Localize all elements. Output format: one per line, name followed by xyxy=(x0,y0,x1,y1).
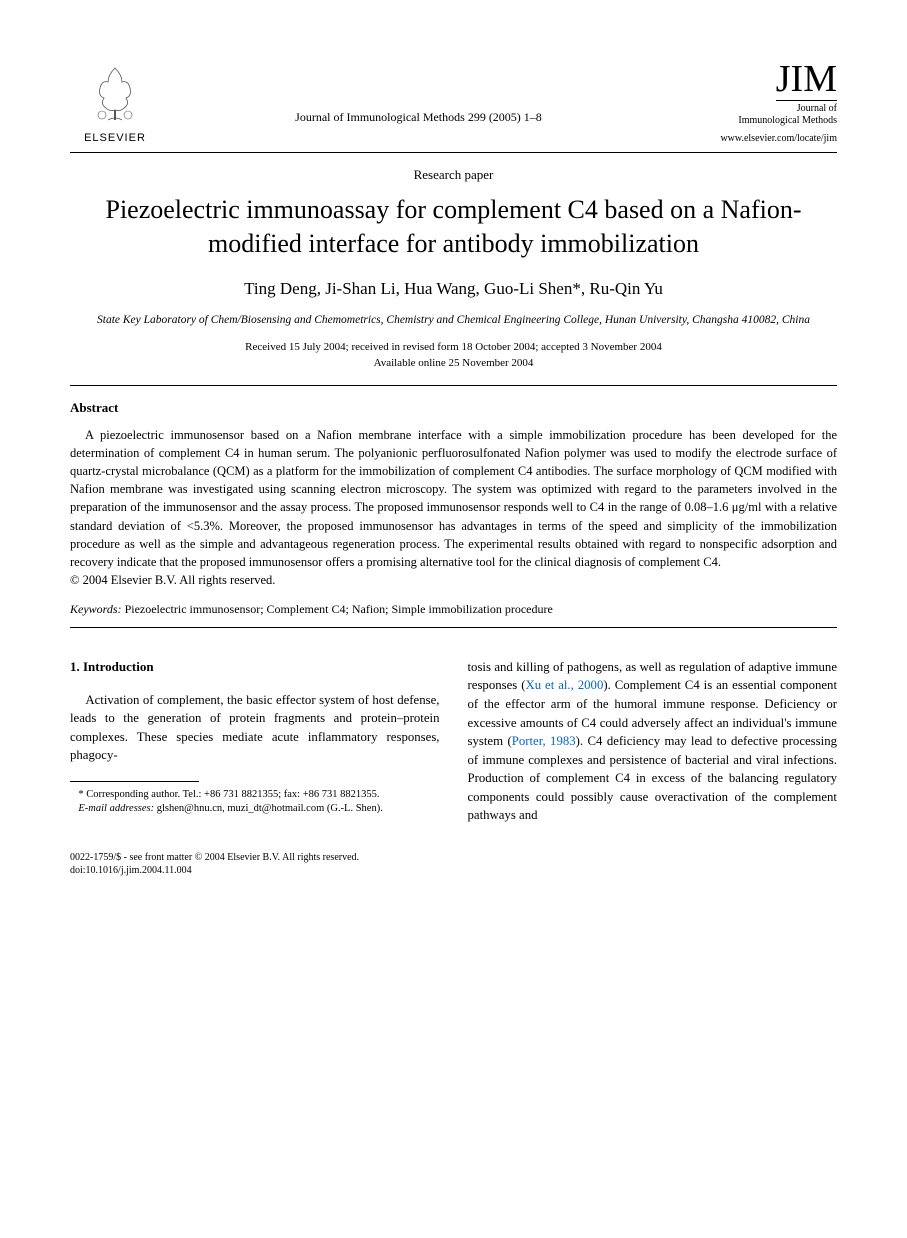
online-line: Available online 25 November 2004 xyxy=(70,356,837,371)
footnote-rule xyxy=(70,781,199,782)
front-matter-info: 0022-1759/$ - see front matter © 2004 El… xyxy=(70,851,837,878)
email-footnote: E-mail addresses: glshen@hnu.cn, muzi_dt… xyxy=(70,802,440,816)
journal-reference: Journal of Immunological Methods 299 (20… xyxy=(160,60,677,125)
journal-brand-block: JIM Journal of Immunological Methods www… xyxy=(677,60,837,144)
authors: Ting Deng, Ji-Shan Li, Hua Wang, Guo-Li … xyxy=(70,279,837,299)
header-row: ELSEVIER Journal of Immunological Method… xyxy=(70,60,837,144)
keywords-text: Piezoelectric immunosensor; Complement C… xyxy=(122,602,553,616)
abstract-body: A piezoelectric immunosensor based on a … xyxy=(70,426,837,571)
jim-subtitle-2: Immunological Methods xyxy=(677,115,837,127)
doi-line: doi:10.1016/j.jim.2004.11.004 xyxy=(70,864,837,878)
affiliation: State Key Laboratory of Chem/Biosensing … xyxy=(70,313,837,329)
corresponding-author: * Corresponding author. Tel.: +86 731 88… xyxy=(70,788,440,802)
intro-para-right: tosis and killing of pathogens, as well … xyxy=(468,658,838,825)
jim-logo: JIM xyxy=(776,60,837,101)
abstract-bottom-rule xyxy=(70,627,837,628)
intro-heading: 1. Introduction xyxy=(70,658,440,677)
keywords-line: Keywords: Piezoelectric immunosensor; Co… xyxy=(70,602,837,617)
received-line: Received 15 July 2004; received in revis… xyxy=(70,340,837,355)
dates-block: Received 15 July 2004; received in revis… xyxy=(70,340,837,371)
publisher-name: ELSEVIER xyxy=(84,132,146,144)
citation-porter[interactable]: Porter, 1983 xyxy=(512,734,576,748)
email-text: glshen@hnu.cn, muzi_dt@hotmail.com (G.-L… xyxy=(154,803,383,814)
abstract-top-rule xyxy=(70,385,837,386)
right-column: tosis and killing of pathogens, as well … xyxy=(468,658,838,825)
jim-subtitle-1: Journal of xyxy=(677,103,837,115)
issn-line: 0022-1759/$ - see front matter © 2004 El… xyxy=(70,851,837,865)
paper-title: Piezoelectric immunoassay for complement… xyxy=(70,193,837,261)
keywords-label: Keywords: xyxy=(70,602,122,616)
email-label: E-mail addresses: xyxy=(78,803,154,814)
paper-type: Research paper xyxy=(70,167,837,183)
left-column: 1. Introduction Activation of complement… xyxy=(70,658,440,825)
top-rule xyxy=(70,152,837,153)
elsevier-logo: ELSEVIER xyxy=(70,60,160,144)
citation-xu[interactable]: Xu et al., 2000 xyxy=(525,678,603,692)
intro-para-left: Activation of complement, the basic effe… xyxy=(70,691,440,765)
body-columns: 1. Introduction Activation of complement… xyxy=(70,658,837,825)
abstract-copyright: © 2004 Elsevier B.V. All rights reserved… xyxy=(70,573,837,588)
abstract-heading: Abstract xyxy=(70,400,837,416)
elsevier-tree-icon xyxy=(80,60,150,130)
journal-url[interactable]: www.elsevier.com/locate/jim xyxy=(677,133,837,144)
